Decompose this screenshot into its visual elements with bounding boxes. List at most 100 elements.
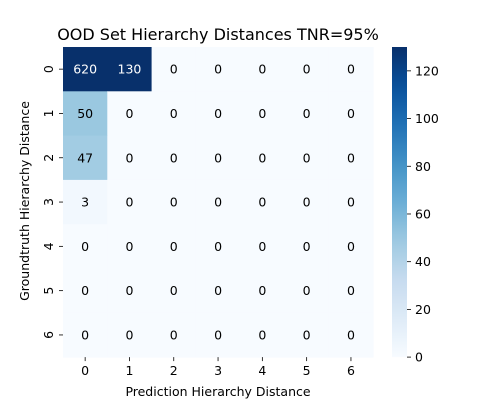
heatmap-cell [107, 91, 153, 137]
heatmap-cell-label: 0 [214, 62, 222, 77]
heatmap-cell [63, 224, 108, 269]
heatmap-cell-label: 0 [258, 195, 266, 210]
heatmap-cell [284, 47, 330, 92]
heatmap-cell [151, 179, 197, 225]
heatmap-cell-label: 0 [258, 283, 266, 298]
heatmap-cell-label: 0 [303, 327, 311, 342]
heatmap-cell-label: 130 [118, 62, 142, 77]
heatmap-cell-label: 620 [73, 62, 97, 77]
heatmap-cell [328, 312, 374, 358]
heatmap-cell [107, 268, 153, 314]
heatmap-cell [151, 91, 197, 137]
x-tick-label: 0 [81, 363, 89, 378]
heatmap-cell [195, 135, 241, 181]
x-tick-label: 3 [214, 363, 222, 378]
heatmap-cell [195, 312, 241, 358]
y-axis-label: Groundtruth Hierarchy Distance [17, 101, 32, 301]
x-tick-label: 5 [303, 363, 311, 378]
y-tick-label: 2 [41, 154, 56, 162]
colorbar-tick-label: 60 [415, 206, 431, 221]
heatmap-cell [328, 179, 374, 225]
heatmap-cell-label: 0 [214, 150, 222, 165]
heatmap-cell [284, 179, 330, 225]
x-tick-label: 4 [258, 363, 266, 378]
heatmap-cell-label: 0 [303, 106, 311, 121]
heatmap-cell-label: 0 [303, 195, 311, 210]
heatmap-cell [151, 224, 197, 269]
y-axis-ticks: 0 1 2 3 4 5 6 [41, 65, 63, 339]
chart-title: OOD Set Hierarchy Distances TNR=95% [57, 25, 379, 44]
heatmap-cell-label: 50 [77, 106, 93, 121]
heatmap-cell [63, 268, 108, 314]
heatmap-cell [151, 268, 197, 314]
heatmap-cell-label: 0 [347, 239, 355, 254]
y-tick-label: 5 [41, 287, 56, 295]
heatmap-cell [328, 47, 374, 92]
heatmap-cell [63, 91, 108, 137]
heatmap-cell-label: 0 [214, 239, 222, 254]
heatmap-cell [328, 224, 374, 269]
x-tick-label: 2 [170, 363, 178, 378]
heatmap-cell-label: 0 [347, 195, 355, 210]
heatmap-cell [240, 224, 285, 269]
heatmap-cell-label: 0 [170, 195, 178, 210]
x-tick-label: 1 [125, 363, 133, 378]
heatmap-cell-label: 0 [303, 283, 311, 298]
heatmap-cell [195, 91, 241, 137]
heatmap-cell-label: 0 [258, 327, 266, 342]
heatmap-cell-label: 0 [81, 327, 89, 342]
heatmap-cell [63, 179, 108, 225]
colorbar-tick-label: 80 [415, 159, 431, 174]
heatmap-cell [328, 268, 374, 314]
heatmap-cell-label: 0 [347, 283, 355, 298]
x-tick-label: 6 [347, 363, 355, 378]
heatmap-cell-label: 0 [81, 283, 89, 298]
colorbar-gradient [392, 47, 407, 358]
heatmap-cell-label: 0 [214, 195, 222, 210]
heatmap-cell-label: 3 [81, 195, 89, 210]
heatmap-cell [151, 312, 197, 358]
heatmap-cell [107, 135, 153, 181]
heatmap-cell [107, 312, 153, 358]
heatmap-cell [328, 91, 374, 137]
colorbar-tick-label: 20 [415, 302, 431, 317]
heatmap-cell [240, 135, 285, 181]
heatmap-cell-label: 0 [170, 283, 178, 298]
heatmap-cell [240, 47, 285, 92]
heatmap-cell [284, 268, 330, 314]
heatmap-cell-label: 0 [258, 62, 266, 77]
heatmap-cell [195, 224, 241, 269]
x-axis-label: Prediction Hierarchy Distance [125, 384, 310, 399]
heatmap-cell-label: 0 [347, 106, 355, 121]
heatmap-cell-label: 0 [303, 239, 311, 254]
heatmap-cell-label: 0 [125, 327, 133, 342]
heatmap-cell [284, 91, 330, 137]
heatmap-cell [240, 91, 285, 137]
heatmap-cell-label: 0 [125, 150, 133, 165]
heatmap-cell [328, 135, 374, 181]
heatmap-cell [107, 47, 153, 92]
heatmap-cell-label: 0 [347, 150, 355, 165]
heatmap-cell-label: 0 [258, 239, 266, 254]
heatmap-cell [63, 135, 108, 181]
y-tick-label: 3 [41, 198, 56, 206]
heatmap-cell-label: 0 [214, 327, 222, 342]
heatmap-cell [63, 312, 108, 358]
colorbar-tick-label: 40 [415, 254, 431, 269]
heatmap-cell-label: 0 [125, 195, 133, 210]
heatmap-cell-label: 0 [347, 62, 355, 77]
heatmap-cell [240, 312, 285, 358]
heatmap-cell-labels: 620 130 0 0 0 0 0 50 0 0 0 0 0 0 47 0 0 0 0 0 0 3 0 0 0 0 0 0 0 0 0 0 0 0… [73, 62, 355, 343]
heatmap-cell-label: 0 [303, 150, 311, 165]
heatmap-cell [151, 47, 197, 92]
heatmap-cell [284, 224, 330, 269]
heatmap-cell-label: 0 [125, 283, 133, 298]
heatmap-cell-label: 0 [170, 106, 178, 121]
y-tick-label: 4 [41, 242, 56, 250]
heatmap-cell-label: 0 [214, 106, 222, 121]
heatmap-cell-label: 0 [258, 106, 266, 121]
y-tick-label: 1 [41, 109, 56, 117]
heatmap-cell-label: 0 [170, 150, 178, 165]
heatmap-cell-label: 0 [258, 150, 266, 165]
